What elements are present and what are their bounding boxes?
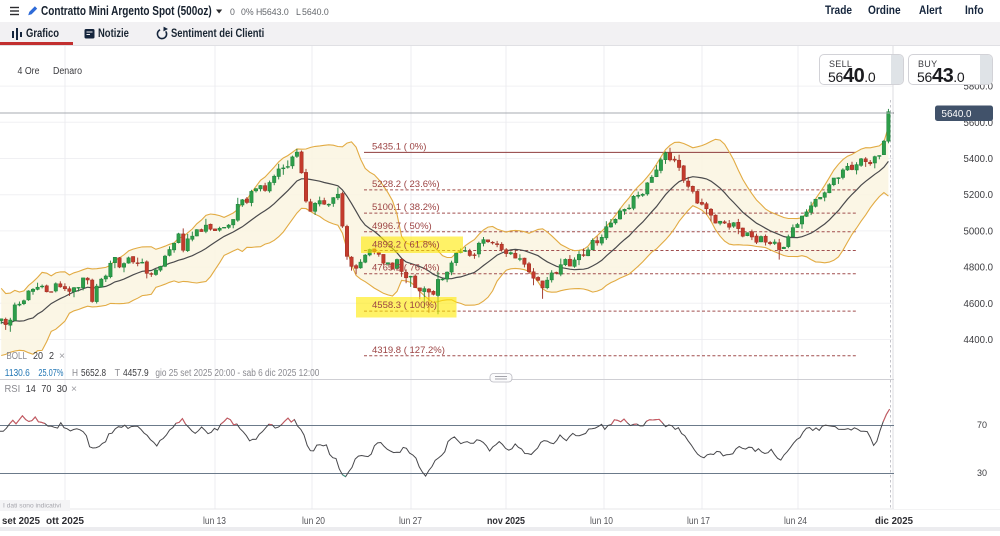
svg-text:nov 2025: nov 2025 — [487, 516, 525, 527]
svg-text:5640.0: 5640.0 — [942, 108, 972, 120]
svg-text:I dati sono indicativi: I dati sono indicativi — [3, 503, 61, 510]
svg-text:4765.2 ( 76.4%): 4765.2 ( 76.4%) — [372, 263, 440, 274]
svg-text:25.07%: 25.07% — [38, 368, 63, 379]
svg-text:5435.1 ( 0%): 5435.1 ( 0%) — [372, 141, 426, 152]
svg-text:dic 2025: dic 2025 — [875, 516, 913, 527]
svg-text:H: H — [72, 368, 78, 379]
svg-text:4558.3 ( 100%): 4558.3 ( 100%) — [372, 300, 437, 311]
svg-text:5200.0: 5200.0 — [964, 190, 994, 201]
svg-text:lun 24: lun 24 — [784, 516, 807, 527]
svg-text:5652.8: 5652.8 — [81, 368, 106, 379]
svg-text:lun 27: lun 27 — [399, 516, 422, 527]
svg-text:70: 70 — [977, 420, 987, 430]
svg-text:BOLL: BOLL — [6, 351, 27, 362]
svg-text:set 2025: set 2025 — [2, 516, 40, 527]
svg-text:RSI: RSI — [5, 384, 21, 395]
svg-text:gio 25 set 2025 20:00 - sab 6: gio 25 set 2025 20:00 - sab 6 dic 2025 1… — [155, 368, 319, 379]
svg-text:×: × — [71, 384, 77, 395]
svg-text:30: 30 — [977, 468, 987, 478]
svg-text:1130.6: 1130.6 — [5, 368, 30, 379]
svg-text:5100.1 ( 38.2%): 5100.1 ( 38.2%) — [372, 202, 440, 213]
svg-text:×: × — [59, 351, 65, 362]
svg-text:5000.0: 5000.0 — [964, 226, 994, 237]
svg-text:20: 20 — [33, 351, 43, 362]
svg-text:70: 70 — [41, 384, 51, 395]
svg-text:14: 14 — [26, 384, 36, 395]
svg-text:30: 30 — [57, 384, 68, 395]
svg-text:4600.0: 4600.0 — [964, 299, 994, 310]
svg-text:5600.0: 5600.0 — [964, 118, 994, 129]
svg-text:lun 13: lun 13 — [203, 516, 226, 527]
svg-text:4996.7 ( 50%): 4996.7 ( 50%) — [372, 221, 432, 232]
svg-text:T: T — [115, 368, 121, 379]
svg-text:4893.2 ( 61.8%): 4893.2 ( 61.8%) — [372, 240, 440, 251]
svg-text:4800.0: 4800.0 — [964, 263, 994, 274]
svg-text:5228.2 ( 23.6%): 5228.2 ( 23.6%) — [372, 179, 440, 190]
svg-text:4 Ore: 4 Ore — [18, 66, 40, 77]
svg-text:lun 20: lun 20 — [302, 516, 325, 527]
svg-text:lun 17: lun 17 — [687, 516, 710, 527]
svg-text:lun 10: lun 10 — [590, 516, 613, 527]
svg-text:4319.8 ( 127.2%): 4319.8 ( 127.2%) — [372, 345, 445, 356]
svg-text:2: 2 — [49, 351, 54, 362]
svg-text:ott 2025: ott 2025 — [46, 516, 84, 527]
svg-text:5400.0: 5400.0 — [964, 154, 994, 165]
svg-text:5800.0: 5800.0 — [964, 82, 994, 93]
svg-text:4400.0: 4400.0 — [964, 335, 994, 346]
svg-text:Denaro: Denaro — [53, 66, 82, 77]
svg-text:4457.9: 4457.9 — [123, 368, 149, 379]
